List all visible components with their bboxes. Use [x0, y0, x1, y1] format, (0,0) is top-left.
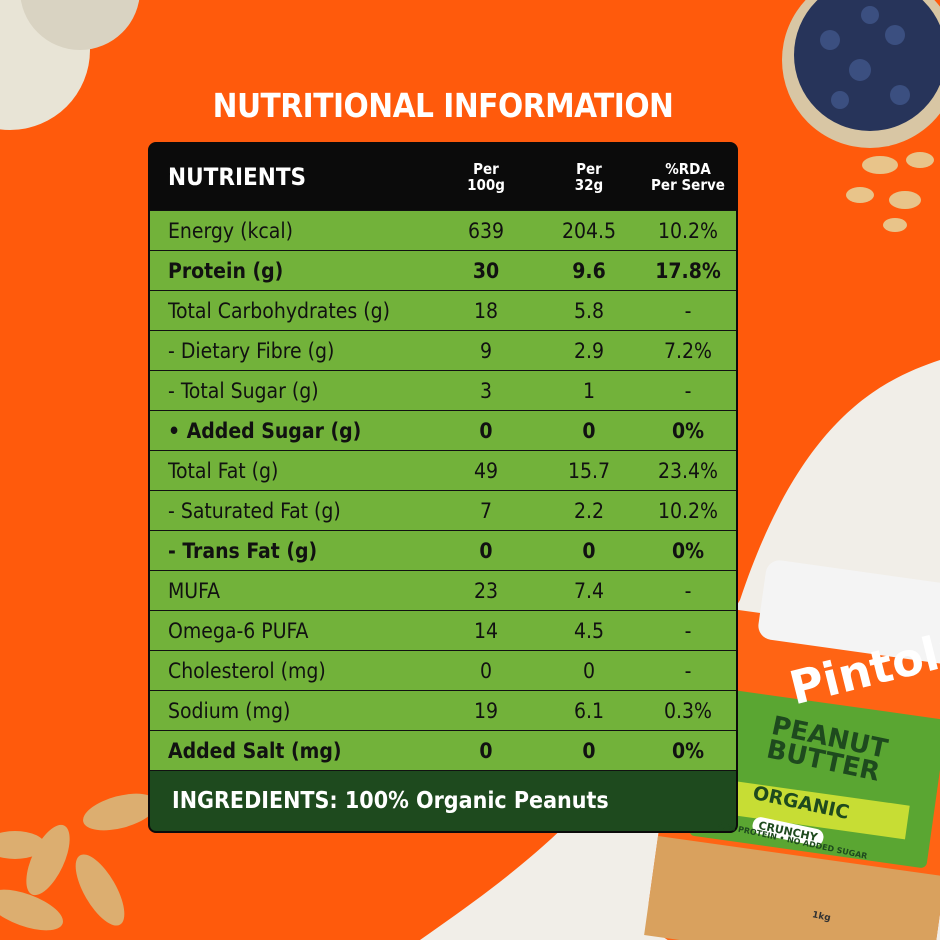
peanuts	[846, 152, 934, 232]
header-cell: NUTRIENTS	[168, 163, 307, 191]
nutrient-value: 0	[479, 418, 493, 443]
nutrient-value: 0	[582, 538, 596, 563]
nutrient-name: - Dietary Fibre (g)	[168, 338, 335, 363]
nutrient-value: 0%	[671, 538, 705, 563]
nutrient-name: - Total Sugar (g)	[168, 378, 319, 403]
nutrient-name: - Trans Fat (g)	[168, 538, 318, 563]
nutrient-value: 49	[473, 458, 499, 483]
nutrient-value: 18	[473, 298, 499, 323]
nutrient-value: 0	[582, 658, 596, 683]
table-row: Cholesterol (mg) 0 0 -	[150, 650, 736, 690]
nutrient-value: 0	[582, 418, 596, 443]
nutrient-value: 0	[479, 538, 493, 563]
table-row: Protein (g) 30 9.6 17.8%	[150, 250, 736, 290]
title: NUTRITIONAL INFORMATION	[212, 86, 674, 125]
nutrient-name: Cholesterol (mg)	[168, 658, 326, 683]
header-line: Per Serve	[651, 176, 725, 194]
table-row: Total Carbohydrates (g) 18 5.8 -	[150, 290, 736, 330]
table-row: - Trans Fat (g) 0 0 0%	[150, 530, 736, 570]
blueberry-highlights	[820, 6, 910, 109]
nutrient-name: MUFA	[168, 578, 220, 603]
nutrient-value: 7	[479, 498, 493, 523]
nutrient-name: Energy (kcal)	[168, 218, 294, 243]
nutrient-value: 0	[479, 738, 493, 763]
nutrient-name: • Added Sugar (g)	[168, 418, 362, 443]
nutrient-value: 17.8%	[655, 258, 721, 283]
rice-cake	[20, 0, 140, 50]
nutrient-name: - Saturated Fat (g)	[168, 498, 341, 523]
table-body: Energy (kcal) 639 204.5 10.2% Protein (g) 30 9…	[150, 210, 736, 770]
table-row: MUFA 23 7.4 -	[150, 570, 736, 610]
nutrient-value: 2.2	[573, 498, 605, 523]
table-row: Total Fat (g) 49 15.7 23.4%	[150, 450, 736, 490]
nutrient-value: 10.2%	[657, 218, 718, 243]
nutrient-value: 1	[582, 378, 596, 403]
nutrient-value: 7.4	[573, 578, 605, 603]
nutrient-value: 7.2%	[664, 338, 712, 363]
nutrient-value: -	[684, 658, 692, 683]
nutrient-value: 23	[473, 578, 499, 603]
peanut-shells	[0, 793, 157, 931]
nutrient-value: 9	[479, 338, 493, 363]
nutrient-value: 19	[473, 698, 499, 723]
nutrient-value: 5.8	[573, 298, 605, 323]
table-row: • Added Sugar (g) 0 0 0%	[150, 410, 736, 450]
nutrient-name: Total Fat (g)	[168, 458, 279, 483]
header-line: Per	[473, 160, 499, 178]
table-row: - Saturated Fat (g) 7 2.2 10.2%	[150, 490, 736, 530]
nutrition-table: NUTRIENTS Per 100g Per 32g %RDA Per Serve Ener…	[148, 142, 738, 833]
table-row: - Dietary Fibre (g) 9 2.9 7.2%	[150, 330, 736, 370]
nutrient-name: Omega-6 PUFA	[168, 618, 309, 643]
nutrient-value: 2.9	[573, 338, 605, 363]
header-line: 100g	[467, 176, 505, 194]
nutrient-value: 9.6	[572, 258, 606, 283]
table-row: Sodium (mg) 19 6.1 0.3%	[150, 690, 736, 730]
nutrient-value: 0%	[671, 738, 705, 763]
nutrient-value: 204.5	[561, 218, 617, 243]
header-line: %RDA	[665, 160, 711, 178]
nutrient-value: 10.2%	[657, 498, 718, 523]
nutrient-value: 6.1	[573, 698, 605, 723]
nutrient-value: 639	[467, 218, 505, 243]
nutrient-name: Sodium (mg)	[168, 698, 291, 723]
nutrient-value: -	[684, 378, 692, 403]
nutrient-value: 4.5	[573, 618, 605, 643]
header-line: 32g	[574, 176, 604, 194]
nutrient-value: -	[684, 618, 692, 643]
nutrient-value: 0	[479, 658, 493, 683]
nutrient-name: Protein (g)	[168, 258, 284, 283]
nutrient-value: 0	[582, 738, 596, 763]
nutrient-value: 14	[473, 618, 499, 643]
table-row: Omega-6 PUFA 14 4.5 -	[150, 610, 736, 650]
nutrient-name: Total Carbohydrates (g)	[168, 298, 390, 323]
table-row: - Total Sugar (g) 3 1 -	[150, 370, 736, 410]
header-cell: Per 100g	[436, 161, 536, 193]
nutrient-value: 15.7	[567, 458, 611, 483]
nutrient-value: 3	[479, 378, 493, 403]
header-row: NUTRIENTS Per 100g Per 32g %RDA Per Serve	[150, 144, 736, 210]
nutrient-name: Added Salt (mg)	[168, 738, 342, 763]
nutrient-value: 30	[472, 258, 500, 283]
table-row: Energy (kcal) 639 204.5 10.2%	[150, 210, 736, 250]
ingredients: INGREDIENTS: 100% Organic Peanuts	[150, 770, 736, 831]
nutrient-value: 0%	[671, 418, 705, 443]
nutrient-value: 0.3%	[664, 698, 712, 723]
header-cell: %RDA Per Serve	[638, 160, 736, 194]
header-line: Per	[576, 160, 602, 178]
table-row: Added Salt (mg) 0 0 0%	[150, 730, 736, 770]
nutrient-value: -	[684, 298, 692, 323]
nutrient-value: 23.4%	[657, 458, 718, 483]
header-cell: Per 32g	[539, 161, 639, 193]
nutrient-value: -	[684, 578, 692, 603]
